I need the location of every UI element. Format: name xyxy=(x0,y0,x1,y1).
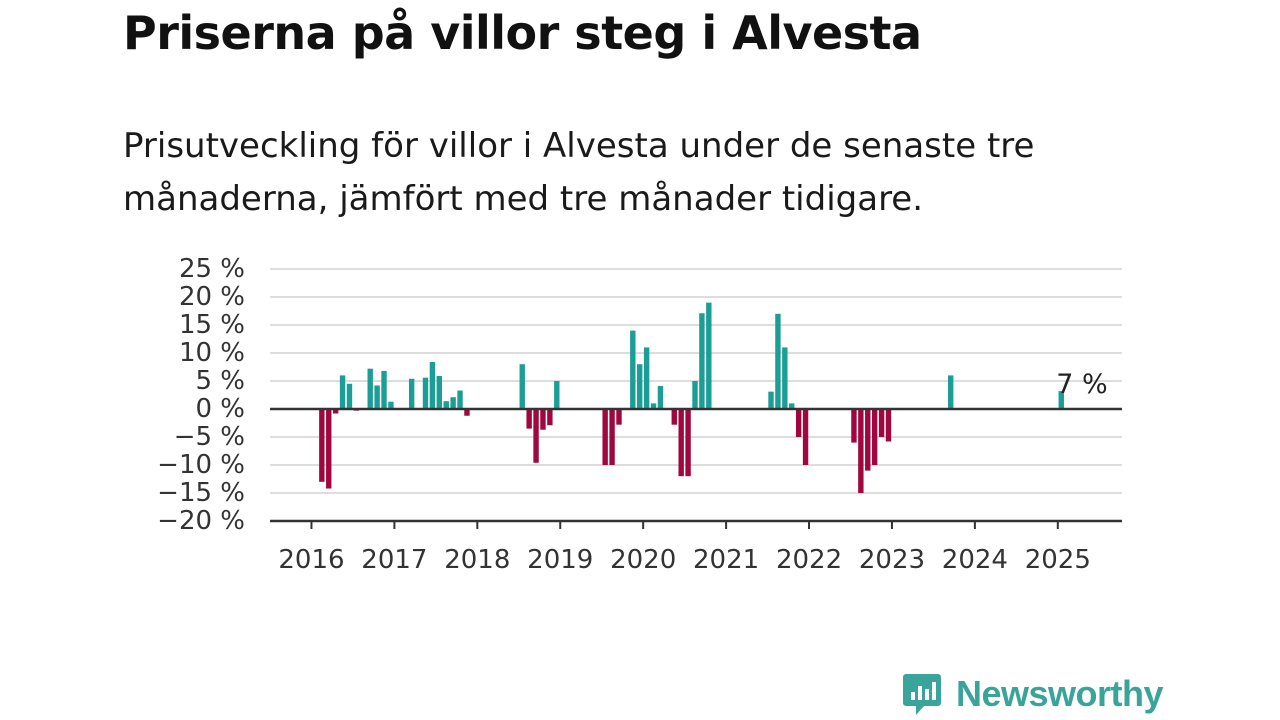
bar xyxy=(637,364,643,409)
bar xyxy=(678,409,684,477)
bar xyxy=(630,330,636,409)
brand-name: Newsworthy xyxy=(956,673,1164,714)
bar xyxy=(865,409,871,471)
bar xyxy=(858,409,864,493)
bar xyxy=(789,403,795,409)
bar xyxy=(685,409,691,477)
chart-title: Priserna på villor steg i Alvesta xyxy=(123,6,922,60)
bar xyxy=(436,375,443,409)
bar xyxy=(408,378,415,409)
bar xyxy=(457,390,463,409)
bar xyxy=(388,401,394,409)
y-tick-label: 25 % xyxy=(179,254,245,284)
bars xyxy=(319,302,1064,493)
y-tick-label: −5 % xyxy=(174,422,245,452)
bar xyxy=(443,401,449,409)
bar xyxy=(540,409,546,430)
bar xyxy=(650,403,657,409)
annotations: 7 % xyxy=(1056,369,1107,400)
bar xyxy=(602,409,608,465)
y-axis-labels: 25 %20 %15 %10 %5 %0 %−5 %−10 %−15 %−20 … xyxy=(157,254,245,536)
bar xyxy=(346,383,353,409)
bar xyxy=(802,409,809,465)
bar xyxy=(851,409,857,443)
bar xyxy=(699,313,705,409)
bar xyxy=(885,409,892,442)
y-tick-label: −20 % xyxy=(157,506,245,536)
bar xyxy=(878,409,885,437)
x-tick-label: 2022 xyxy=(776,545,842,575)
x-tick-label: 2020 xyxy=(610,545,676,575)
bar xyxy=(947,375,954,409)
bar xyxy=(429,361,436,409)
x-tick-label: 2025 xyxy=(1025,545,1091,575)
x-tick-label: 2021 xyxy=(693,545,759,575)
bar xyxy=(657,386,664,409)
x-tick-label: 2024 xyxy=(942,545,1008,575)
bar xyxy=(339,375,346,409)
bar xyxy=(706,302,712,409)
bar xyxy=(526,409,532,429)
bar xyxy=(422,377,429,409)
x-tick-label: 2017 xyxy=(361,545,427,575)
bar xyxy=(609,409,615,465)
y-tick-label: 20 % xyxy=(179,282,245,312)
bar xyxy=(692,381,698,409)
bar xyxy=(775,313,781,409)
y-tick-label: 0 % xyxy=(195,394,245,424)
x-tick-label: 2016 xyxy=(278,545,344,575)
bar xyxy=(616,409,622,425)
bar xyxy=(643,347,650,409)
bar xyxy=(1058,391,1064,409)
y-tick-label: −10 % xyxy=(157,450,245,480)
brand-logo: Newsworthy xyxy=(902,672,1164,716)
bar xyxy=(464,409,470,416)
bar xyxy=(554,381,560,409)
bar xyxy=(533,409,539,463)
bar xyxy=(768,391,774,409)
bar xyxy=(671,409,677,425)
x-axis-labels: 2016 2017 2018 2019 2020 2021 2022 2023 2024 2025 xyxy=(278,545,1091,575)
chart-subtitle: Prisutveckling för villor i Alvesta unde… xyxy=(123,126,1035,219)
bar xyxy=(367,368,373,409)
bar xyxy=(332,409,339,414)
x-tick-label: 2018 xyxy=(444,545,510,575)
newsworthy-logo-icon xyxy=(903,674,941,715)
x-tick-label: 2019 xyxy=(527,545,593,575)
bar xyxy=(450,397,456,409)
y-tick-label: −15 % xyxy=(157,478,245,508)
y-tick-label: 15 % xyxy=(179,310,245,340)
bar xyxy=(547,409,553,426)
bar xyxy=(519,364,525,409)
last-value-label: 7 % xyxy=(1056,369,1107,400)
bar xyxy=(381,370,387,409)
bar xyxy=(782,347,788,409)
x-tick-label: 2023 xyxy=(859,545,925,575)
bar xyxy=(871,409,878,465)
bar xyxy=(795,409,802,437)
bar xyxy=(374,385,380,409)
bar xyxy=(319,409,325,482)
y-tick-label: 10 % xyxy=(179,338,245,368)
bar xyxy=(326,409,332,489)
y-tick-label: 5 % xyxy=(195,366,245,396)
axes xyxy=(270,407,1122,529)
